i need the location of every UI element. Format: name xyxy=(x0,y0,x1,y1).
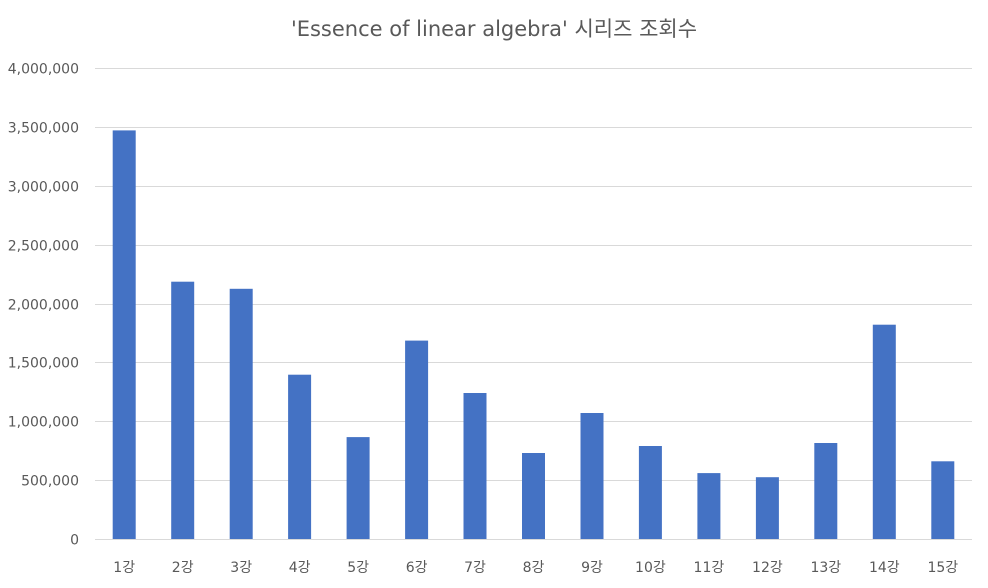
bar-6 xyxy=(405,340,429,539)
chart-title: 'Essence of linear algebra' 시리즈 조회수 xyxy=(291,17,697,41)
bar-3 xyxy=(229,288,253,539)
y-axis-tick-labels: 0 500,000 1,000,000 1,500,000 2,000,000 2,500… xyxy=(8,62,79,549)
y-tick-label: 1,500,000 xyxy=(8,356,79,372)
y-tick-label: 3,000,000 xyxy=(8,180,79,196)
x-tick-label: 2강 xyxy=(172,560,194,576)
y-tick-label: 4,000,000 xyxy=(8,62,79,78)
bar-13 xyxy=(814,443,838,539)
x-tick-label: 7강 xyxy=(464,560,486,576)
y-tick-label: 500,000 xyxy=(21,474,79,490)
y-tick-label: 2,000,000 xyxy=(8,298,79,314)
x-tick-label: 1강 xyxy=(113,560,135,576)
bar-4 xyxy=(288,374,312,539)
bar-10 xyxy=(638,446,662,539)
x-tick-label: 3강 xyxy=(230,560,252,576)
x-tick-label: 6강 xyxy=(406,560,428,576)
x-axis-tick-labels: 1강 2강 3강 4강 5강 6강 7강 8강 9강 10강 11강 12강 13강 14강 15강 xyxy=(113,560,958,576)
bar-9 xyxy=(580,413,604,539)
bar-11 xyxy=(697,473,721,539)
bar-5 xyxy=(346,437,370,539)
bar-8 xyxy=(522,453,545,539)
bar-7 xyxy=(463,393,487,539)
x-tick-label: 15강 xyxy=(927,560,958,576)
x-tick-label: 11강 xyxy=(694,560,725,576)
y-tick-label: 1,000,000 xyxy=(8,415,79,431)
x-tick-label: 5강 xyxy=(347,560,369,576)
x-tick-label: 4강 xyxy=(289,560,311,576)
y-tick-label: 3,500,000 xyxy=(8,121,79,137)
bar-1 xyxy=(112,130,136,539)
bar-14 xyxy=(872,324,896,539)
x-tick-label: 12강 xyxy=(752,560,783,576)
bar-2 xyxy=(171,281,195,539)
y-tick-label: 2,500,000 xyxy=(8,239,79,255)
bars xyxy=(112,130,955,539)
x-tick-label: 10강 xyxy=(635,560,666,576)
x-tick-label: 13강 xyxy=(810,560,841,576)
bar-15 xyxy=(931,461,955,539)
y-tick-label: 0 xyxy=(70,533,79,549)
x-tick-label: 14강 xyxy=(869,560,900,576)
x-tick-label: 8강 xyxy=(523,560,545,576)
x-tick-label: 9강 xyxy=(581,560,603,576)
bar-12 xyxy=(755,477,779,539)
